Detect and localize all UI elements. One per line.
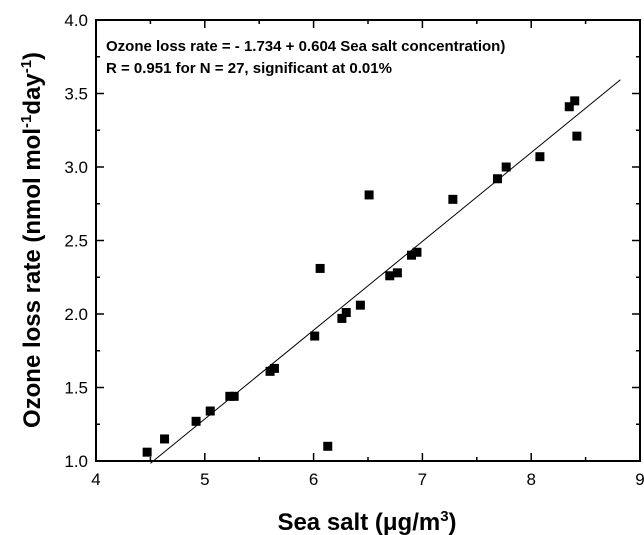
- x-tick-label: 7: [418, 470, 427, 489]
- data-point: [142, 447, 152, 457]
- y-tick-label: 2.0: [64, 305, 88, 324]
- data-point: [310, 331, 320, 341]
- data-point: [337, 313, 347, 323]
- y-tick-label: 3.5: [64, 85, 88, 104]
- data-point: [229, 391, 239, 401]
- data-point: [385, 271, 395, 281]
- y-tick-label: 4.0: [64, 11, 88, 30]
- data-point: [269, 363, 279, 373]
- data-point: [355, 300, 365, 310]
- data-point: [205, 406, 215, 416]
- x-axis-title: Sea salt (μg/m3): [277, 508, 456, 535]
- y-tick-label: 2.5: [64, 232, 88, 251]
- x-tick-label: 6: [309, 470, 318, 489]
- data-point: [564, 102, 574, 112]
- x-tick-label: 8: [526, 470, 535, 489]
- regression-equation-annotation: Ozone loss rate = - 1.734 + 0.604 Sea sa…: [106, 38, 505, 55]
- data-point: [572, 131, 582, 141]
- y-tick-label: 3.0: [64, 158, 88, 177]
- regression-stats-annotation: R = 0.951 for N = 27, significant at 0.0…: [106, 60, 392, 77]
- data-point: [364, 190, 374, 200]
- x-tick-label: 9: [635, 470, 644, 489]
- data-point: [191, 416, 201, 426]
- y-axis-title: Ozone loss rate (nmol mol-1day-1): [18, 52, 46, 428]
- data-point: [392, 268, 402, 278]
- x-tick-label: 5: [200, 470, 209, 489]
- data-point: [535, 152, 545, 162]
- data-point: [341, 308, 351, 318]
- data-point: [160, 434, 170, 444]
- plot-frame: [95, 19, 641, 462]
- x-tick-label: 4: [91, 470, 100, 489]
- data-point: [492, 174, 502, 184]
- y-tick-label: 1.0: [64, 452, 88, 471]
- y-tick-label: 1.5: [64, 379, 88, 398]
- data-point: [315, 263, 325, 273]
- data-point: [407, 250, 417, 260]
- data-point: [323, 441, 333, 451]
- data-point: [448, 194, 458, 204]
- data-point: [501, 162, 511, 172]
- data-point: [570, 96, 580, 106]
- data-point: [412, 247, 422, 257]
